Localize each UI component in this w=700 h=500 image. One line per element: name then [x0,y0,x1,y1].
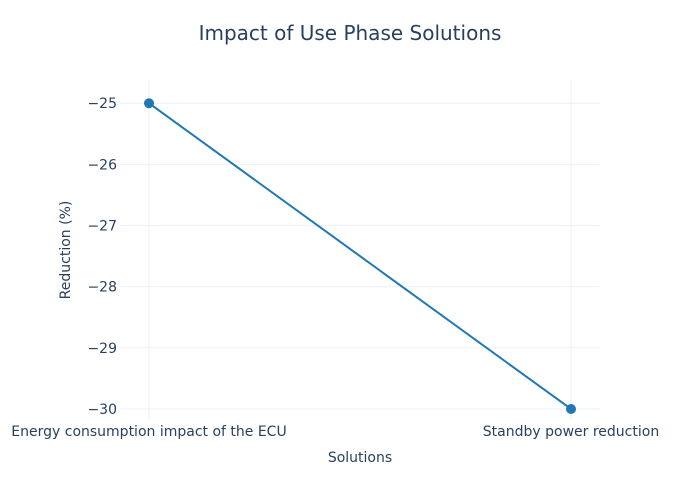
x-gridlines [148,80,572,420]
chart-title: Impact of Use Phase Solutions [199,21,502,45]
x-tick-label: Energy consumption impact of the ECU [11,424,286,440]
y-tick-label: −28 [87,280,117,296]
data-point [566,403,576,414]
y-tick-label: −27 [87,219,117,235]
y-tick-label: −30 [87,402,117,418]
y-tick-label: −26 [87,157,117,173]
y-tick-label: −25 [87,96,117,112]
data-point [144,98,154,109]
y-tick-labels: −25 −26 −27 −28 −29 −30 [87,96,117,418]
x-tick-labels: Energy consumption impact of the ECU Stan… [11,424,659,440]
y-axis-label: Reduction (%) [58,201,74,300]
x-tick-label: Standby power reduction [483,424,659,440]
y-tick-label: −29 [87,341,117,357]
y-gridlines [120,102,600,410]
x-axis-label: Solutions [328,450,392,466]
series-line [148,102,572,410]
series-line-group [144,98,576,414]
